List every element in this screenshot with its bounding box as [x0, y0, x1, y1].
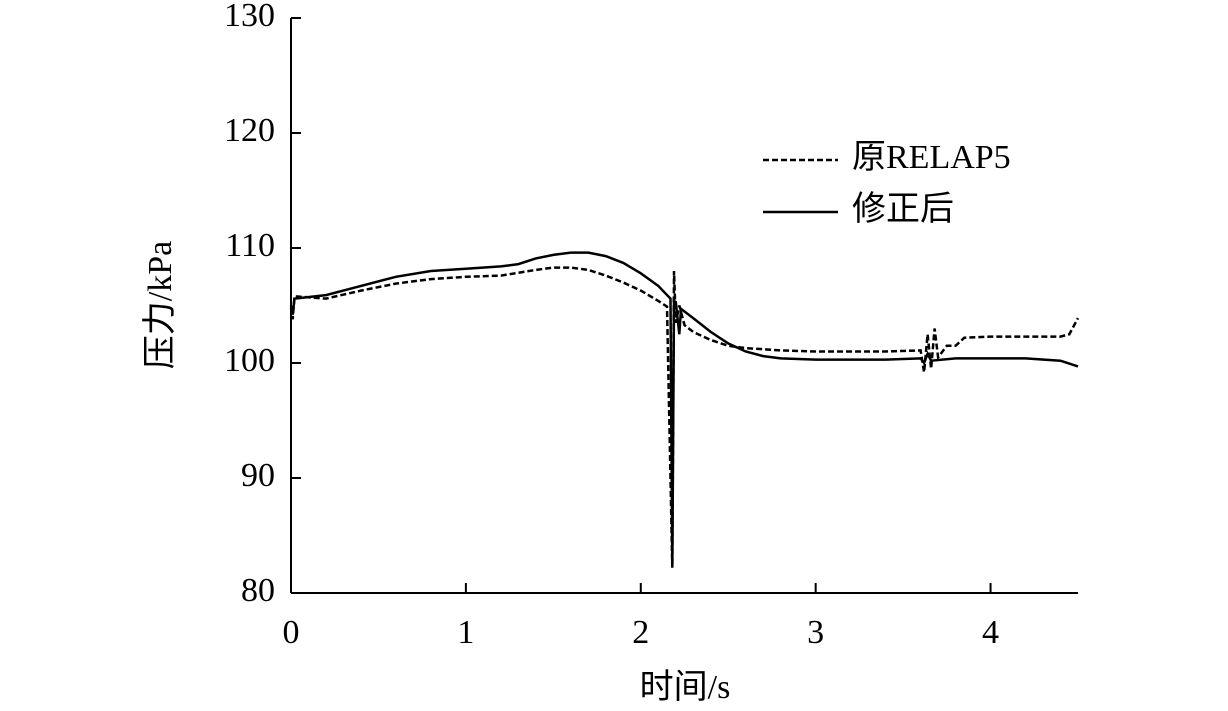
x-tick-label: 4 — [982, 614, 999, 651]
data-line — [289, 251, 1079, 567]
x-tick-label: 1 — [457, 614, 474, 651]
y-tick-label: 110 — [225, 227, 275, 264]
legend-label: 修正后 — [852, 190, 954, 228]
y-axis-label: 压力/kPa — [141, 241, 179, 369]
y-tick-label: 90 — [241, 457, 275, 494]
y-tick-label: 80 — [241, 572, 275, 609]
y-tick-label: 130 — [224, 0, 275, 34]
x-axis-label: 时间/s — [640, 669, 731, 706]
x-tick-label: 2 — [632, 614, 649, 651]
y-tick-label: 100 — [224, 342, 275, 379]
data-line — [289, 266, 1080, 568]
x-tick-label: 3 — [807, 614, 824, 651]
x-tick-label: 0 — [283, 614, 300, 651]
legend-label: 原RELAP5 — [852, 139, 1011, 176]
y-tick-label: 120 — [224, 112, 275, 149]
